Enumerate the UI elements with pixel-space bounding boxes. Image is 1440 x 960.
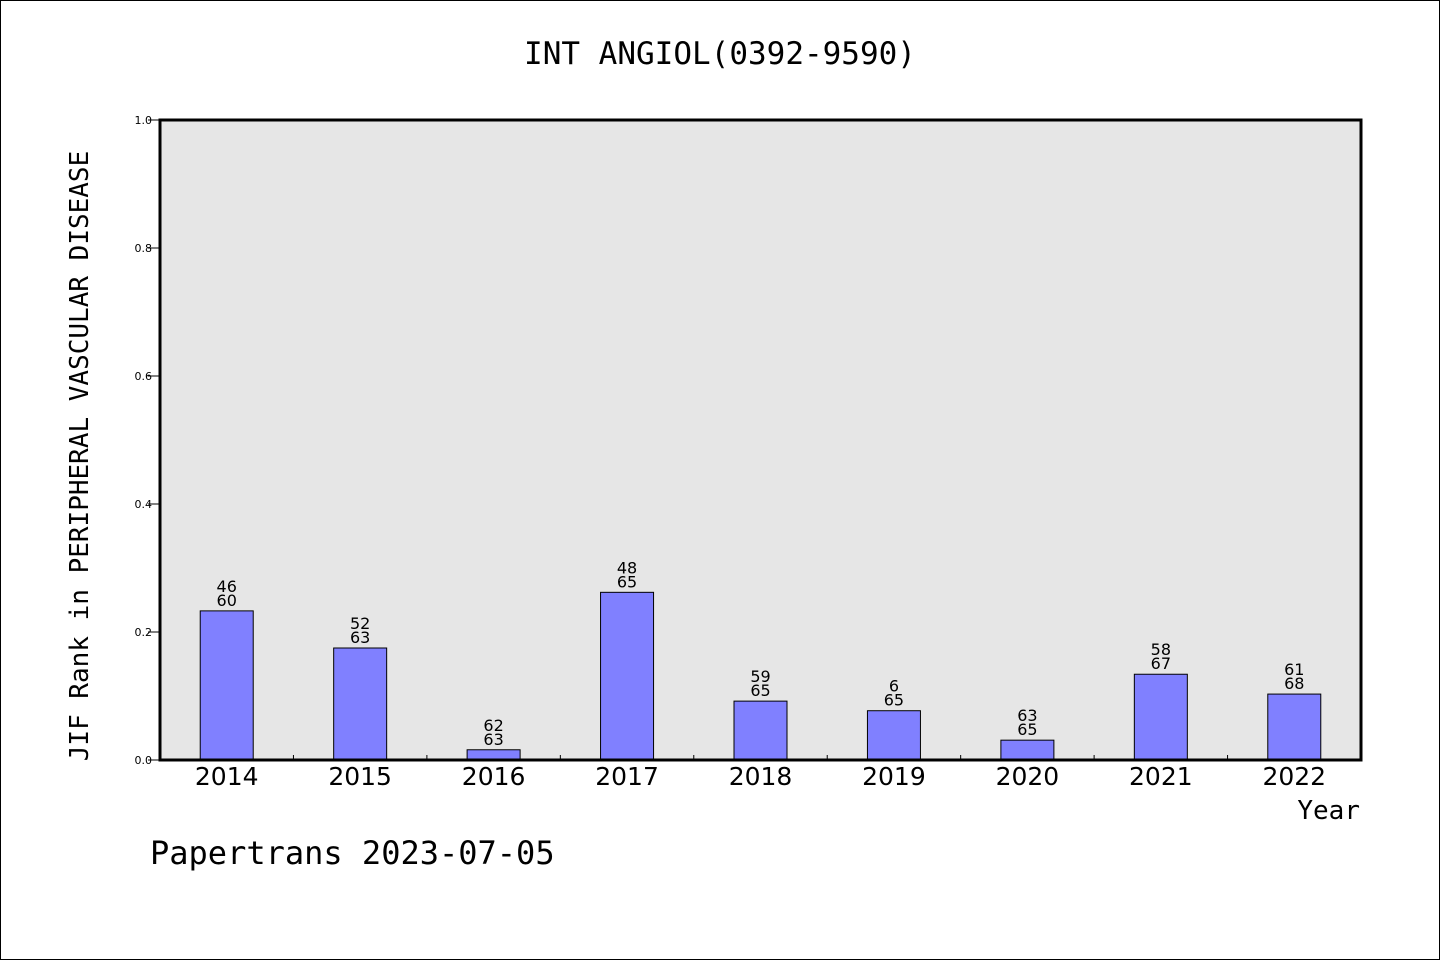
y-tick-label: 1.0 bbox=[135, 114, 153, 127]
x-tick-label: 2021 bbox=[1129, 762, 1193, 791]
bar-label-total: 68 bbox=[1284, 674, 1304, 693]
x-tick-label: 2017 bbox=[595, 762, 659, 791]
bar-label-rank: 48 bbox=[617, 558, 637, 577]
x-tick-label: 2015 bbox=[328, 762, 392, 791]
bar bbox=[466, 749, 521, 761]
bar-label-total: 65 bbox=[1017, 720, 1037, 739]
bar bbox=[733, 700, 788, 761]
bar-label-rank: 59 bbox=[750, 667, 770, 686]
x-axis-label: Year bbox=[1297, 796, 1360, 826]
bar-label-rank: 61 bbox=[1284, 660, 1304, 679]
y-tick-label: 0.4 bbox=[135, 498, 153, 511]
plot-border bbox=[158, 118, 1363, 762]
y-tick-label: 0.0 bbox=[135, 754, 153, 767]
bar-label-total: 65 bbox=[884, 691, 904, 710]
bar-label-total: 60 bbox=[217, 591, 237, 610]
x-tick-label: 2018 bbox=[729, 762, 793, 791]
bar bbox=[1000, 739, 1055, 761]
bar-label-total: 67 bbox=[1151, 654, 1171, 673]
bar-label-total: 65 bbox=[617, 572, 637, 591]
footer-text: Papertrans 2023-07-05 bbox=[150, 834, 555, 872]
bar-label-rank: 52 bbox=[350, 614, 370, 633]
x-tick-label: 2020 bbox=[996, 762, 1060, 791]
bar-label-rank: 46 bbox=[217, 577, 237, 596]
bar-label-rank: 6 bbox=[889, 677, 899, 696]
bar-label-rank: 62 bbox=[483, 716, 503, 735]
bar-label-rank: 58 bbox=[1151, 640, 1171, 659]
bar bbox=[333, 647, 388, 761]
y-tick-label: 0.8 bbox=[135, 242, 153, 255]
x-tick-label: 2019 bbox=[862, 762, 926, 791]
bar bbox=[866, 710, 921, 761]
y-tick-label: 0.2 bbox=[135, 626, 153, 639]
y-tick-label: 0.6 bbox=[135, 370, 153, 383]
bar bbox=[600, 591, 655, 761]
x-tick-label: 2014 bbox=[195, 762, 259, 791]
bar bbox=[1267, 693, 1322, 761]
bar-label-total: 63 bbox=[483, 730, 503, 749]
bar bbox=[1133, 673, 1188, 761]
bar-label-total: 63 bbox=[350, 628, 370, 647]
bar-label-rank: 63 bbox=[1017, 706, 1037, 725]
x-tick-label: 2022 bbox=[1262, 762, 1326, 791]
x-tick-label: 2016 bbox=[462, 762, 526, 791]
bar-label-total: 65 bbox=[750, 681, 770, 700]
bar bbox=[199, 610, 254, 761]
chart-title: INT ANGIOL(0392-9590) bbox=[524, 36, 916, 72]
